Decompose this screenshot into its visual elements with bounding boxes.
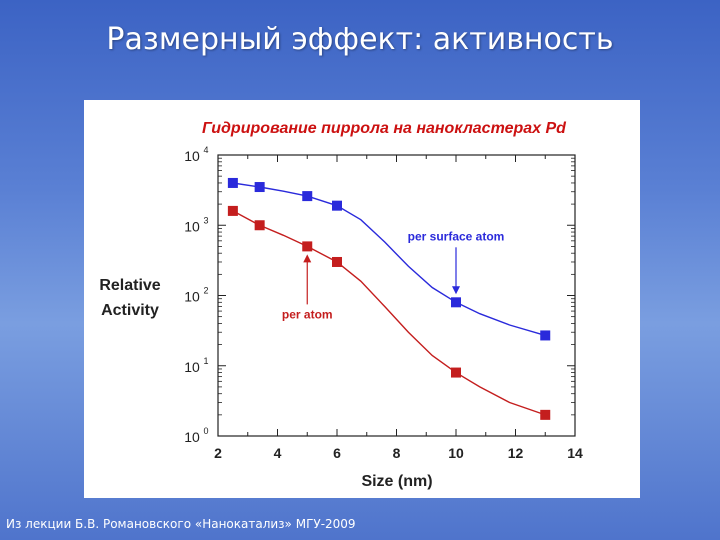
y-tick-label-exp: 0 bbox=[203, 426, 208, 436]
annotation-per-atom: per atom bbox=[282, 307, 333, 321]
data-point bbox=[332, 256, 342, 267]
x-axis-label: Size (nm) bbox=[361, 473, 432, 490]
y-tick-label-exp: 3 bbox=[203, 215, 208, 225]
data-point bbox=[540, 330, 551, 341]
data-point bbox=[451, 367, 461, 378]
x-tick-label: 10 bbox=[448, 445, 464, 461]
data-point bbox=[451, 297, 461, 308]
y-tick-label-base: 10 bbox=[184, 218, 200, 234]
data-point bbox=[254, 182, 265, 193]
series-line-0 bbox=[232, 182, 546, 337]
series-line-1 bbox=[232, 210, 546, 416]
x-tick-label: 2 bbox=[214, 445, 222, 461]
y-axis-label-line2: Activity bbox=[101, 302, 159, 319]
y-tick-label-exp: 2 bbox=[203, 286, 208, 296]
y-tick-label-exp: 4 bbox=[203, 145, 208, 155]
data-point bbox=[227, 177, 238, 188]
y-tick-label-base: 10 bbox=[184, 429, 200, 445]
y-axis-label-line1: Relative bbox=[99, 277, 160, 294]
y-tick-label-base: 10 bbox=[184, 289, 200, 305]
x-tick-label: 12 bbox=[508, 445, 524, 461]
annotation-arrow-head bbox=[452, 286, 460, 295]
x-tick-label: 4 bbox=[274, 445, 282, 461]
annotation-arrow-head bbox=[303, 254, 312, 263]
plot-frame bbox=[217, 154, 576, 437]
x-tick-label: 8 bbox=[393, 445, 401, 461]
chart-panel: Гидрирование пиррола на нанокластерах Pd… bbox=[84, 100, 640, 498]
slide-title: Размерный эффект: активность bbox=[106, 22, 614, 57]
x-tick-label: 14 bbox=[567, 445, 583, 461]
y-tick-label-base: 10 bbox=[184, 359, 200, 375]
y-tick-label-exp: 1 bbox=[203, 356, 208, 366]
annotation-per-surface-atom: per surface atom bbox=[408, 229, 505, 243]
chart-svg: Гидрирование пиррола на нанокластерах Pd… bbox=[99, 120, 583, 490]
data-point bbox=[302, 241, 313, 252]
data-point bbox=[540, 409, 551, 420]
footer-citation: Из лекции Б.В. Романовского «Нанокатализ… bbox=[6, 517, 356, 531]
chart-title: Гидрирование пиррола на нанокластерах Pd bbox=[202, 120, 567, 137]
data-point bbox=[254, 220, 265, 231]
y-tick-label-base: 10 bbox=[184, 148, 200, 164]
data-point bbox=[227, 205, 238, 216]
x-tick-label: 6 bbox=[333, 445, 341, 461]
data-point bbox=[332, 200, 342, 211]
data-point bbox=[302, 191, 313, 202]
